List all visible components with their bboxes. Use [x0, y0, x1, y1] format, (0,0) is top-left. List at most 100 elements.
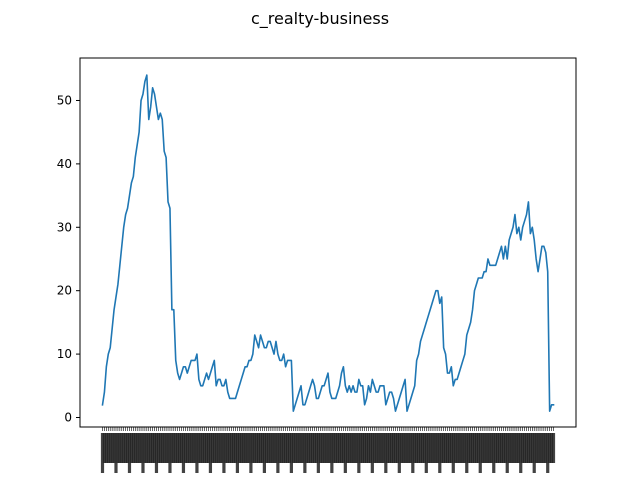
x-tick-label	[301, 433, 305, 463]
x-tick-label	[472, 433, 477, 463]
x-tick-label	[366, 433, 371, 463]
x-tick-label	[455, 433, 459, 463]
x-tick-label	[243, 433, 247, 463]
x-tick-label	[210, 433, 214, 463]
x-tick-label	[278, 433, 282, 463]
chart-title: c_realty-business	[251, 9, 389, 29]
x-tick-label	[156, 433, 160, 463]
x-tick-label	[330, 433, 334, 473]
x-tick-label	[353, 433, 357, 463]
x-tick-label	[474, 433, 479, 463]
x-tick-label	[465, 433, 469, 473]
x-tick-label	[501, 433, 505, 463]
x-tick-label	[424, 433, 428, 473]
x-tick-label	[521, 433, 525, 463]
x-tick-label	[104, 433, 108, 463]
x-tick-label	[343, 433, 347, 473]
x-tick-label	[393, 433, 398, 463]
x-tick-label	[461, 433, 465, 463]
x-tick-label	[287, 433, 292, 463]
x-tick-label	[413, 433, 417, 463]
x-tick-label	[307, 433, 311, 463]
x-tick-label	[222, 433, 226, 473]
x-tick-label	[459, 433, 463, 463]
x-tick-label	[122, 433, 126, 463]
x-tick-label	[351, 433, 355, 463]
x-tick-label	[118, 433, 122, 463]
series-layer	[101, 74, 555, 412]
x-tick-label	[436, 433, 440, 463]
x-tick-label	[374, 433, 378, 463]
x-tick-label	[116, 433, 120, 463]
x-tick-label	[160, 433, 164, 463]
x-tick-label	[266, 433, 270, 463]
x-tick-label	[505, 433, 509, 473]
x-tick-label	[515, 433, 519, 463]
x-tick-label	[172, 433, 176, 463]
x-tick-label	[470, 433, 475, 463]
x-tick-label	[185, 433, 189, 463]
x-tick-label	[443, 433, 448, 463]
x-tick-label	[395, 433, 399, 463]
x-tick-label	[320, 433, 324, 463]
x-tick-label	[420, 433, 425, 463]
x-tick-label	[314, 433, 319, 463]
x-tick-label	[438, 433, 442, 473]
x-tick-label	[336, 433, 340, 463]
x-tick-label	[484, 433, 488, 463]
x-tick-label	[289, 433, 293, 473]
x-tick-label	[152, 433, 157, 463]
x-tick-label	[237, 433, 241, 463]
y-tick-label: 10	[57, 347, 72, 361]
x-tick-label	[318, 433, 322, 463]
x-tick-label	[382, 433, 386, 463]
x-tick-label	[428, 433, 432, 463]
x-tick-label	[158, 433, 162, 463]
x-tick-label	[181, 433, 186, 473]
x-tick-label	[224, 433, 228, 463]
x-tick-label	[145, 433, 149, 463]
x-tick-label	[212, 433, 216, 463]
x-tick-label	[507, 433, 511, 463]
x-tick-label	[488, 433, 492, 463]
x-tick-label	[390, 433, 394, 463]
x-tick-label	[407, 433, 411, 463]
x-axis	[100, 427, 556, 473]
x-tick-label	[114, 433, 118, 473]
x-tick-label	[386, 433, 390, 463]
x-tick-label	[536, 433, 540, 463]
x-tick-label	[316, 433, 320, 473]
x-tick-label	[270, 433, 274, 463]
x-tick-label	[195, 433, 199, 473]
x-tick-label	[189, 433, 193, 463]
x-tick-label	[177, 433, 182, 463]
x-tick-label	[168, 433, 172, 473]
x-tick-label	[310, 433, 315, 463]
x-tick-label	[359, 433, 363, 463]
x-tick-label	[216, 433, 220, 463]
x-tick-label	[249, 433, 253, 473]
x-tick-label	[463, 433, 467, 463]
x-tick-label	[166, 433, 170, 463]
x-tick-label	[251, 433, 255, 463]
x-tick-label	[100, 433, 105, 473]
x-tick-label	[409, 433, 413, 463]
x-tick-label	[133, 433, 137, 463]
x-tick-label	[208, 433, 213, 473]
x-tick-label	[170, 433, 174, 463]
x-tick-label	[372, 433, 376, 463]
x-tick-label	[482, 433, 486, 463]
x-tick-label	[154, 433, 159, 473]
x-tick-label	[341, 433, 346, 463]
x-tick-label	[449, 433, 453, 463]
x-tick-label	[201, 433, 205, 463]
x-tick-label	[293, 433, 297, 463]
x-tick-label	[388, 433, 392, 463]
y-tick-label: 50	[57, 93, 72, 107]
x-tick-label	[139, 433, 143, 463]
x-tick-label	[199, 433, 203, 463]
x-tick-label	[110, 433, 114, 463]
x-tick-label	[334, 433, 338, 463]
x-tick-label	[447, 433, 452, 463]
x-tick-label	[397, 433, 401, 473]
